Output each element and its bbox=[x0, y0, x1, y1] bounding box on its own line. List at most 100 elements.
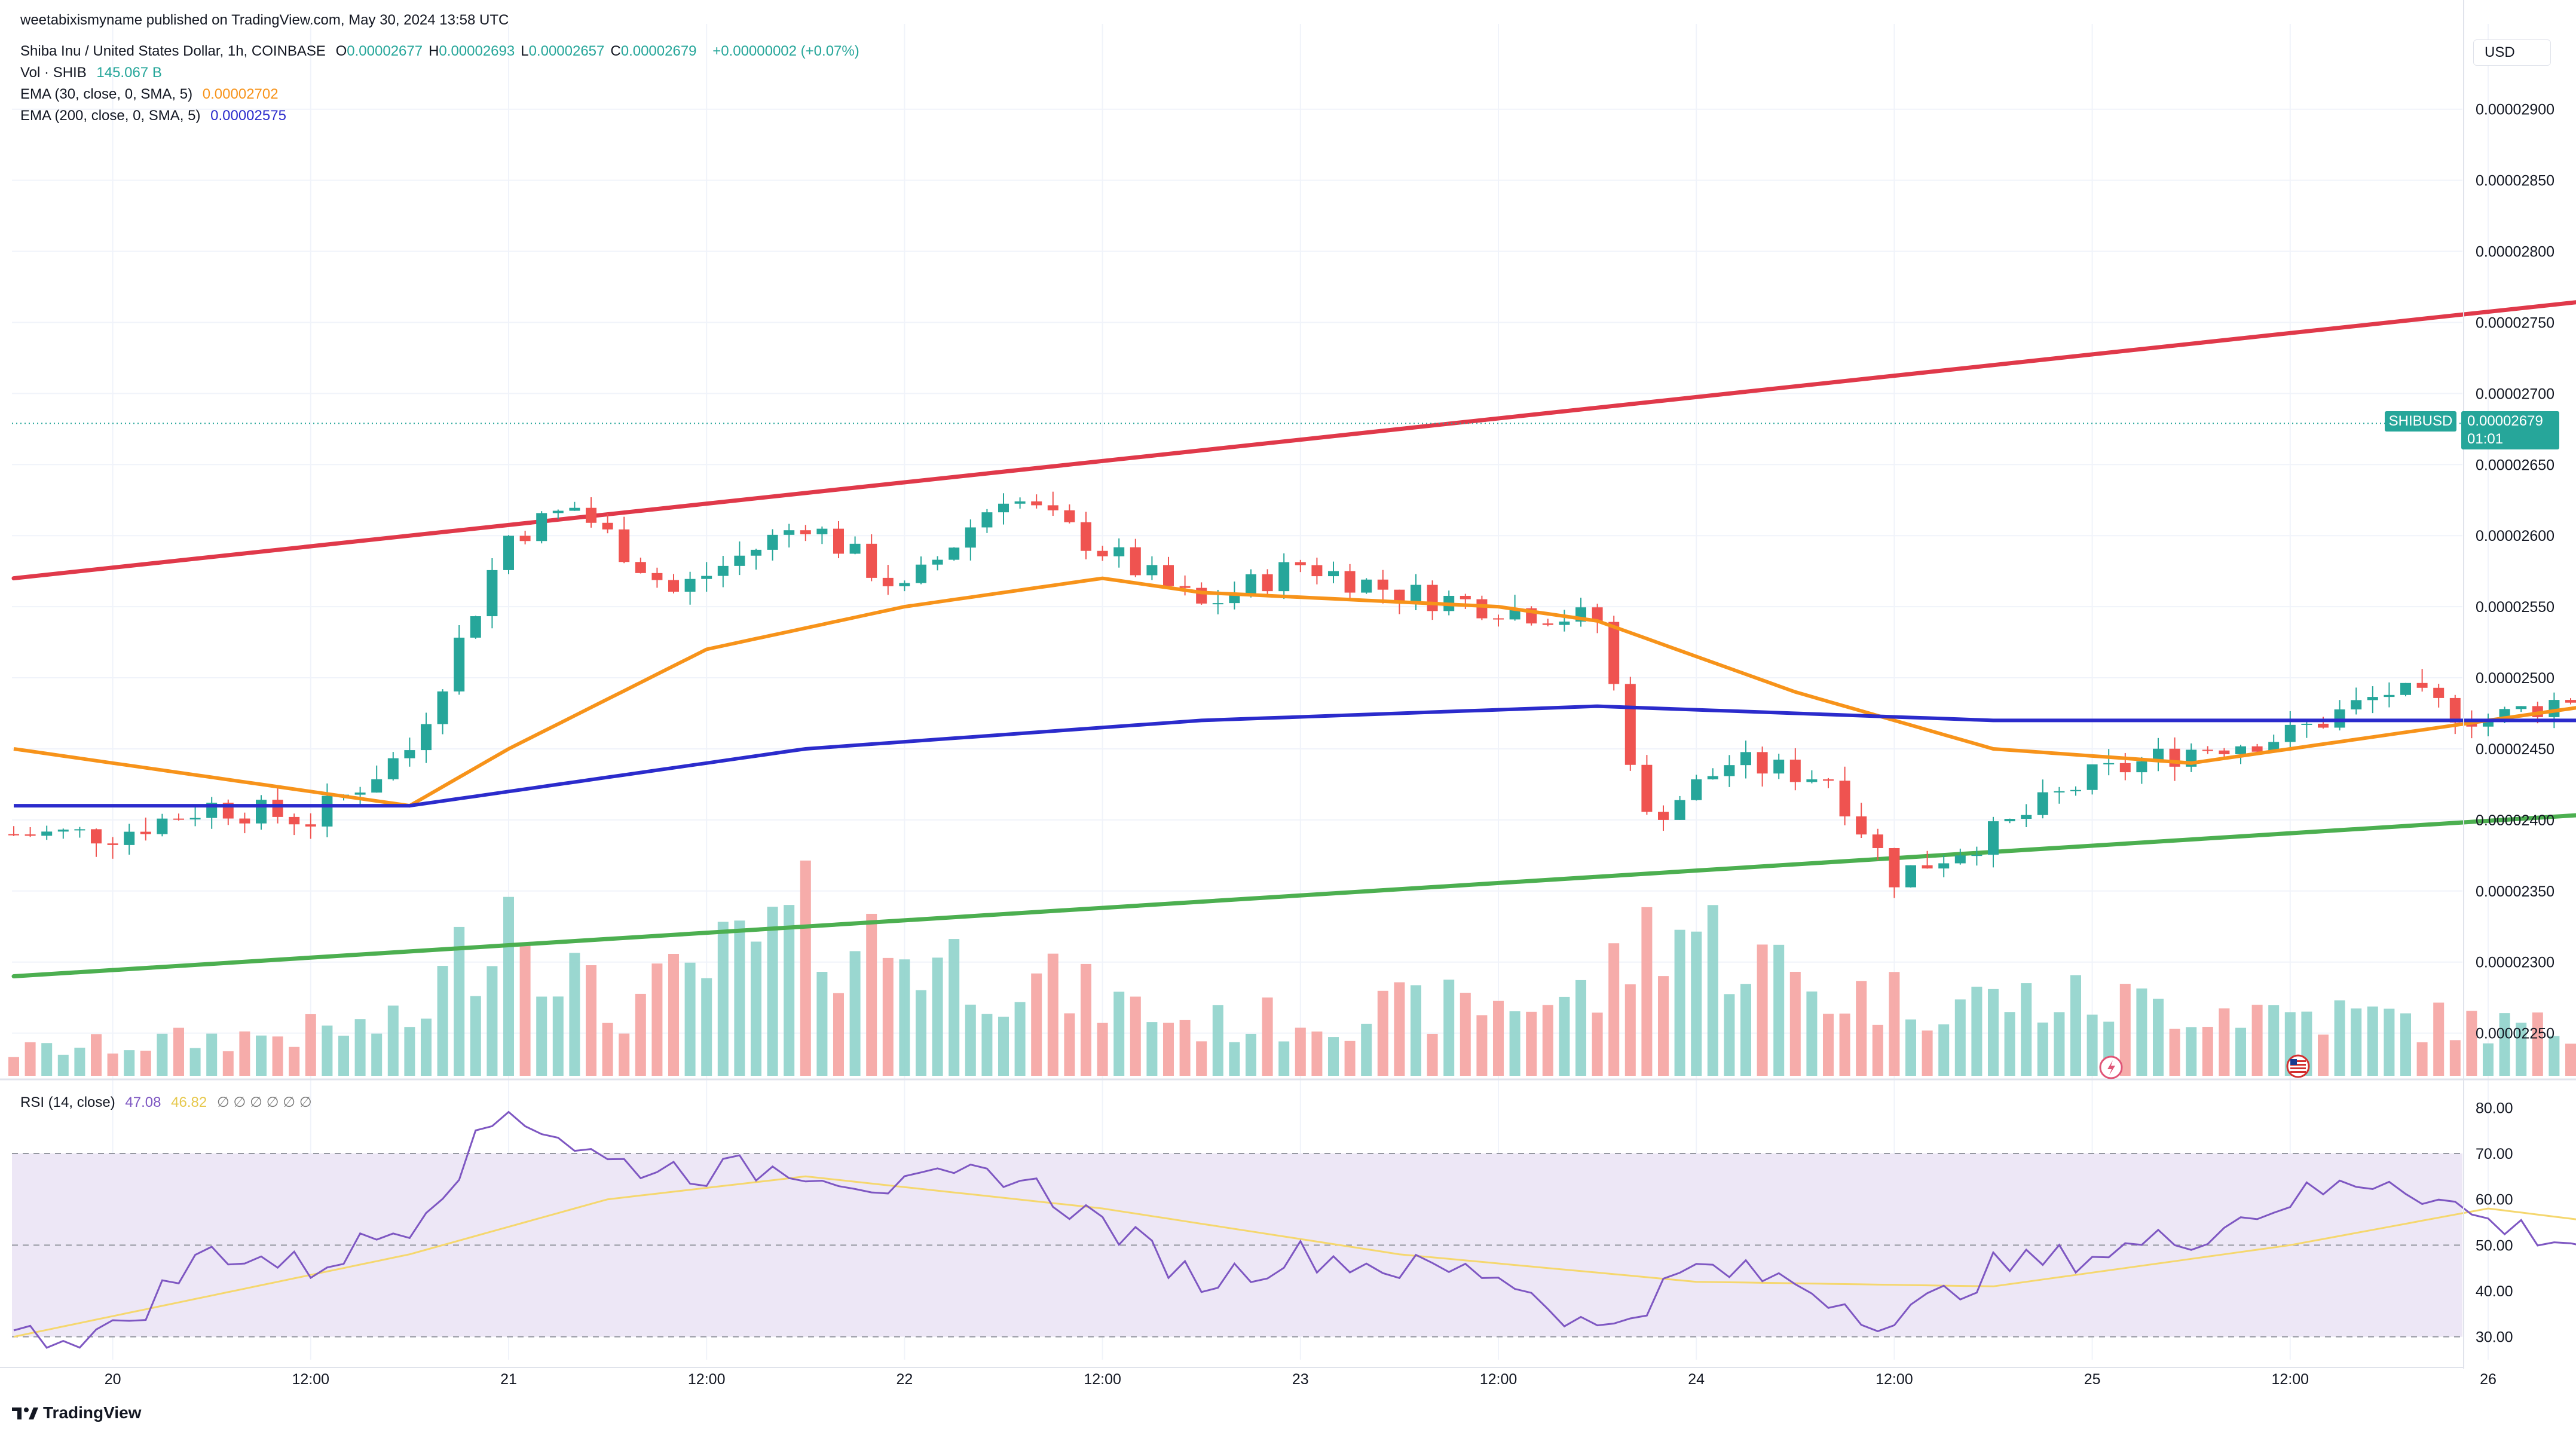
volume-bar bbox=[1295, 1027, 1306, 1076]
candle-body bbox=[2219, 750, 2230, 754]
candle-body bbox=[239, 818, 250, 824]
volume-bar bbox=[536, 996, 547, 1076]
volume-bar bbox=[1938, 1024, 1950, 1076]
volume-bar bbox=[1344, 1041, 1356, 1076]
price-tick-label: 0.00002850 bbox=[2476, 173, 2554, 189]
volume-bar bbox=[1146, 1022, 1158, 1076]
candle-body bbox=[536, 513, 547, 541]
candle-body bbox=[1130, 547, 1141, 576]
trend-lines bbox=[11, 300, 2576, 979]
candle-body bbox=[1856, 816, 1867, 835]
candle-body bbox=[157, 818, 168, 834]
ema30-legend: EMA (30, close, 0, SMA, 5) 0.00002702 bbox=[20, 86, 284, 103]
volume-bar bbox=[239, 1031, 250, 1076]
vol-value: 145.067 B bbox=[96, 65, 162, 81]
candle-body bbox=[1971, 855, 1983, 856]
time-tick-label: 12:00 bbox=[1480, 1371, 1518, 1388]
volume-bar bbox=[899, 959, 910, 1076]
candle-body bbox=[2153, 748, 2164, 761]
volume-bar bbox=[949, 939, 960, 1076]
symbol-legend: Shiba Inu / United States Dollar, 1h, CO… bbox=[20, 43, 865, 60]
candle-body bbox=[1476, 599, 1488, 619]
candle-body bbox=[998, 503, 1009, 513]
volume-bar bbox=[1658, 976, 1669, 1076]
ohlc-value-l: 0.00002657 bbox=[528, 43, 605, 59]
candle-body bbox=[981, 512, 993, 528]
rsi-na-values: ∅ ∅ ∅ ∅ ∅ ∅ bbox=[216, 1094, 312, 1110]
candle-body bbox=[2136, 761, 2147, 773]
candle-body bbox=[2400, 683, 2411, 695]
volume-bar bbox=[173, 1027, 184, 1076]
candle-body bbox=[586, 507, 596, 523]
candle-body bbox=[2021, 815, 2032, 819]
tradingview-logo[interactable]: TradingView bbox=[11, 1403, 141, 1422]
volume-bar bbox=[272, 1036, 283, 1076]
candle-body bbox=[503, 536, 514, 570]
candle-body bbox=[173, 818, 184, 820]
rsi-tick-label: 40.00 bbox=[2476, 1283, 2513, 1300]
volume-bar bbox=[371, 1033, 383, 1076]
volume-bar bbox=[140, 1050, 151, 1076]
volume-bar bbox=[1163, 1023, 1174, 1076]
candle-body bbox=[866, 543, 877, 578]
volume-bar bbox=[684, 962, 696, 1076]
volume-bar bbox=[1278, 1041, 1290, 1076]
price-tag-symbol: SHIBUSD bbox=[2385, 411, 2456, 432]
volume-bar bbox=[1988, 989, 1999, 1076]
rsi-pane bbox=[12, 1110, 2576, 1349]
volume-bar bbox=[107, 1053, 118, 1076]
volume-bar bbox=[1691, 931, 1702, 1076]
candle-body bbox=[965, 527, 976, 548]
volume-bar bbox=[2235, 1027, 2246, 1076]
time-tick-label: 24 bbox=[1688, 1371, 1705, 1388]
volume-bar bbox=[1526, 1011, 1537, 1076]
volume-bar bbox=[586, 965, 596, 1076]
candle-body bbox=[800, 530, 811, 534]
candle-body bbox=[1246, 574, 1256, 594]
volume-bar bbox=[1971, 986, 1983, 1076]
candle-body bbox=[487, 570, 498, 617]
volume-bar bbox=[1559, 996, 1570, 1076]
volume-bar bbox=[2202, 1027, 2213, 1076]
volume-bar bbox=[1707, 905, 1718, 1076]
candle-body bbox=[107, 843, 118, 845]
candle-body bbox=[2103, 763, 2115, 764]
candle-body bbox=[124, 831, 135, 845]
volume-bar bbox=[2449, 1040, 2461, 1076]
volume-bar bbox=[1509, 1011, 1520, 1076]
ohlc-key-o: O bbox=[335, 43, 347, 59]
time-tick-label: 12:00 bbox=[1876, 1371, 1913, 1388]
volume-bar bbox=[1641, 907, 1653, 1076]
candle-body bbox=[1724, 765, 1735, 776]
candle-body bbox=[256, 800, 267, 824]
currency-button[interactable]: USD bbox=[2473, 39, 2551, 66]
candle-body bbox=[916, 564, 926, 583]
volume-bar bbox=[1311, 1031, 1323, 1076]
candle-body bbox=[74, 829, 85, 831]
candle-body bbox=[569, 507, 580, 511]
volume-bar bbox=[354, 1019, 366, 1076]
candle-body bbox=[470, 616, 481, 638]
candle-body bbox=[701, 576, 712, 579]
volume-bar bbox=[1427, 1033, 1438, 1076]
price-tick-label: 0.00002450 bbox=[2476, 741, 2554, 758]
candle-body bbox=[1344, 571, 1356, 593]
volume-bar bbox=[2021, 983, 2032, 1076]
candle-body bbox=[2087, 764, 2098, 790]
volume-bar bbox=[1377, 990, 1388, 1076]
ohlc-value-o: 0.00002677 bbox=[347, 43, 423, 59]
volume-bar bbox=[503, 896, 514, 1076]
rsi-ma-line bbox=[13, 1175, 2576, 1338]
rsi-ma-value: 46.82 bbox=[171, 1094, 207, 1110]
volume-bar bbox=[1361, 1023, 1372, 1076]
volume-bar bbox=[2400, 1013, 2411, 1076]
rsi-legend: RSI (14, close) 47.08 46.82 ∅ ∅ ∅ ∅ ∅ ∅ bbox=[20, 1094, 318, 1111]
candle-body bbox=[2433, 687, 2445, 698]
candle-body bbox=[1641, 764, 1653, 812]
candle-body bbox=[2004, 819, 2015, 822]
candle-body bbox=[1806, 779, 1818, 782]
candle-body bbox=[1559, 621, 1570, 625]
candle-body bbox=[2483, 721, 2494, 727]
candle-body bbox=[41, 831, 53, 836]
volume-bar bbox=[1542, 1005, 1553, 1076]
